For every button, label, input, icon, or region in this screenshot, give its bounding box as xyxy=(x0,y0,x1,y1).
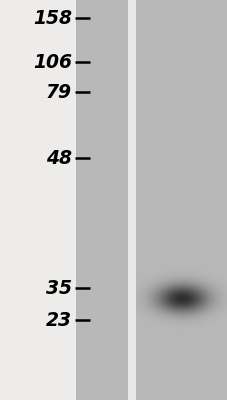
Text: 106: 106 xyxy=(33,52,72,72)
Text: 79: 79 xyxy=(46,82,72,102)
Text: 48: 48 xyxy=(46,148,72,168)
Text: 158: 158 xyxy=(33,8,72,28)
Bar xyxy=(135,0,227,400)
Bar xyxy=(127,0,135,400)
Bar xyxy=(76,0,127,400)
Text: 23: 23 xyxy=(46,310,72,330)
Text: 35: 35 xyxy=(46,278,72,298)
